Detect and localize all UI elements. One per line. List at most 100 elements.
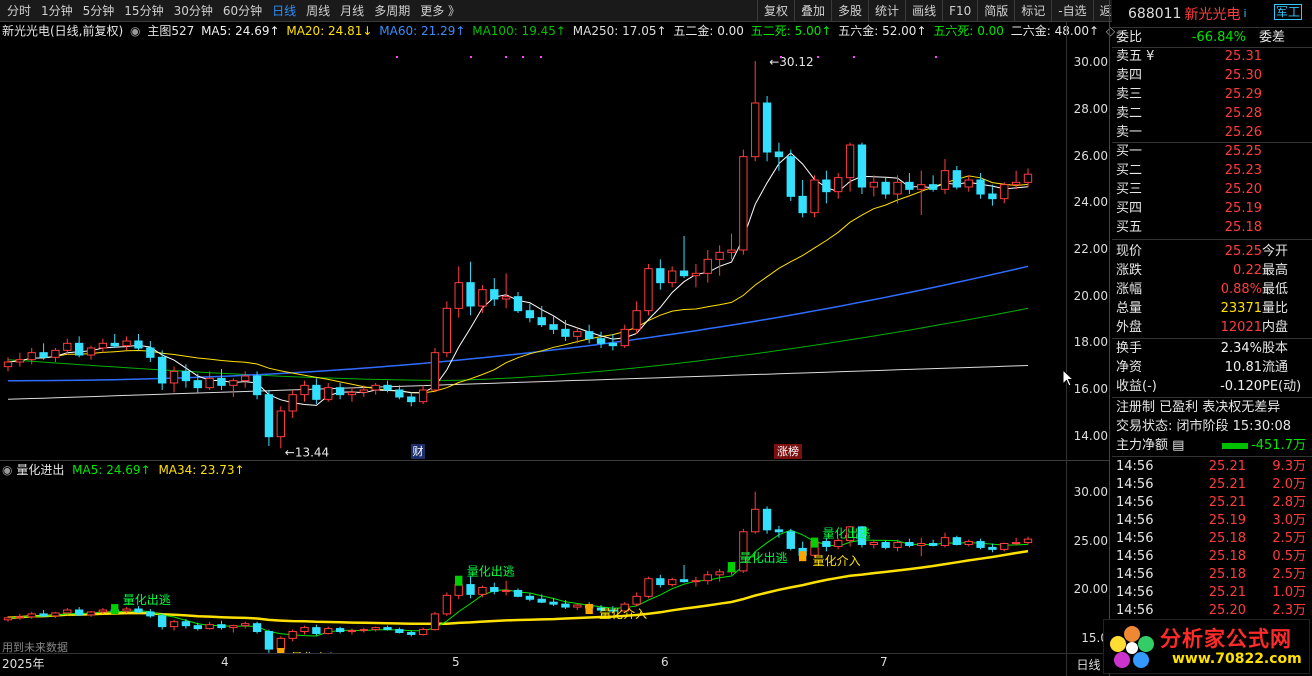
tick-price: 25.18 bbox=[1208, 531, 1246, 546]
sector-tag[interactable]: 军工 bbox=[1274, 4, 1303, 20]
candle-body bbox=[478, 289, 487, 307]
candle-body bbox=[668, 270, 677, 284]
tool-button[interactable]: 多股 bbox=[831, 0, 868, 22]
tick-time: 14:56 bbox=[1116, 567, 1154, 582]
limit-up-marker[interactable]: 涨榜 bbox=[774, 444, 802, 459]
sub-candle-body bbox=[490, 587, 499, 592]
candle-body bbox=[347, 391, 357, 396]
candle-body bbox=[27, 352, 36, 361]
period-tabs: 分时 1分钟 5分钟 15分钟 30分钟 60分钟 日线 周线 月线 多周期 更多 》 bbox=[2, 0, 465, 22]
candle-body bbox=[241, 375, 250, 382]
candle-body bbox=[561, 328, 570, 337]
tool-button[interactable]: 简版 bbox=[977, 0, 1014, 22]
tool-button[interactable]: -自选 bbox=[1051, 0, 1092, 22]
tick-price: 25.21 bbox=[1208, 477, 1246, 492]
period-switch-tab[interactable]: 日线 bbox=[1066, 654, 1110, 676]
tool-button[interactable]: 复权 bbox=[757, 0, 794, 22]
sub-candle-body bbox=[644, 578, 653, 597]
sub-candle-body bbox=[418, 629, 428, 635]
sub-candle-body bbox=[834, 540, 843, 547]
period-tab[interactable]: 60分钟 bbox=[222, 4, 263, 18]
sub-candle-body bbox=[395, 629, 404, 633]
period-tab[interactable]: 分时 bbox=[7, 4, 32, 18]
entry-signal-bar bbox=[277, 648, 285, 654]
candle-body bbox=[596, 338, 606, 344]
period-tab[interactable]: 日线 bbox=[272, 4, 297, 18]
bid-row: 买五 25.18 bbox=[1116, 218, 1310, 237]
tick-row: 14:56 25.18 2.5万 bbox=[1116, 565, 1310, 584]
tick-volume: 2.5万 bbox=[1272, 567, 1306, 582]
indicator-icon[interactable]: ◉ bbox=[130, 24, 141, 38]
candle-body bbox=[442, 307, 452, 354]
candlestick-chart[interactable]: ←30.12 ←13.44 bbox=[0, 40, 1066, 460]
sub-candle-body bbox=[525, 595, 535, 600]
candle-body bbox=[774, 151, 784, 158]
candle-body bbox=[490, 289, 499, 300]
low-label: ←13.44 bbox=[285, 445, 329, 459]
finance-label: 换手 bbox=[1116, 341, 1143, 356]
ask-label: 卖一 bbox=[1116, 125, 1143, 140]
candle-body bbox=[74, 342, 84, 356]
flower-logo-icon bbox=[1110, 626, 1154, 668]
sub-price-tick: 15.0 bbox=[1081, 631, 1108, 646]
tick-row: 14:56 25.21 2.8万 bbox=[1116, 493, 1310, 512]
ask-label: 卖四 bbox=[1116, 68, 1143, 83]
sub-candle-body bbox=[300, 627, 309, 633]
x-axis-label: 2025年 bbox=[2, 657, 45, 671]
brand-url: www.70822.com bbox=[1172, 651, 1302, 667]
candle-body bbox=[584, 331, 594, 340]
quant-subchart[interactable]: 量化出逃量化出逃量化出逃量化出逃量化介入量化介入量化介入 bbox=[0, 478, 1066, 654]
tick-price: 25.18 bbox=[1208, 567, 1246, 582]
tool-button[interactable]: 统计 bbox=[868, 0, 905, 22]
period-tab[interactable]: 5分钟 bbox=[82, 4, 115, 18]
period-tab[interactable]: 周线 bbox=[306, 4, 331, 18]
time-axis bbox=[0, 653, 1110, 676]
period-tab[interactable]: 15分钟 bbox=[124, 4, 164, 18]
candle-body bbox=[549, 324, 558, 330]
sub-candle-body bbox=[739, 531, 748, 572]
sub-candle-body bbox=[668, 579, 677, 586]
axis-separator bbox=[1066, 22, 1067, 654]
chart-title[interactable]: 新光光电(日线,前复权) bbox=[2, 24, 124, 38]
sub-indicator-icon[interactable]: ◉ bbox=[2, 463, 13, 477]
price-tick: 14.00 bbox=[1073, 428, 1108, 443]
sub-candle-body bbox=[940, 537, 950, 546]
quote-row: 外盘 12021 内盘 bbox=[1116, 318, 1310, 337]
sub-candle-body bbox=[561, 603, 570, 608]
ask-price: 25.31 bbox=[1224, 49, 1262, 64]
tool-button[interactable]: 画线 bbox=[905, 0, 942, 22]
net-flow-label[interactable]: 主力净额 ▤ bbox=[1116, 438, 1185, 453]
candle-body bbox=[276, 410, 285, 438]
quote-label: 总量 bbox=[1116, 301, 1143, 316]
sub-candle-body bbox=[276, 637, 285, 650]
indicator-name[interactable]: 主图527 bbox=[147, 24, 195, 38]
period-tab[interactable]: 更多 》 bbox=[420, 4, 461, 18]
candle-body bbox=[573, 331, 582, 337]
tick-time: 14:56 bbox=[1116, 585, 1154, 600]
sub-indicator-title[interactable]: 量化进出 bbox=[16, 463, 65, 477]
x-axis-label: 5 bbox=[452, 655, 460, 669]
candle-body bbox=[466, 282, 475, 307]
finance-marker[interactable]: 财 bbox=[411, 444, 425, 459]
candle-body bbox=[751, 102, 760, 158]
sub-price-tick: 25.00 bbox=[1073, 533, 1108, 548]
period-tab[interactable]: 多周期 bbox=[374, 4, 411, 18]
period-tab[interactable]: 1分钟 bbox=[41, 4, 73, 18]
price-tick: 22.00 bbox=[1073, 242, 1108, 256]
tool-button[interactable]: 叠加 bbox=[794, 0, 831, 22]
price-tick: 20.00 bbox=[1073, 288, 1108, 303]
candle-body bbox=[158, 356, 167, 384]
info-icon[interactable]: i bbox=[1243, 7, 1247, 20]
exit-signal-bar bbox=[810, 537, 819, 548]
period-tab[interactable]: 30分钟 bbox=[173, 4, 213, 18]
tool-button[interactable]: F10 bbox=[942, 0, 977, 22]
cross-4: 五六死: 0.00 bbox=[933, 24, 1004, 38]
period-tab[interactable]: 月线 bbox=[340, 4, 365, 18]
tool-button[interactable]: 标记 bbox=[1014, 0, 1051, 22]
ma100-value: MA100: 19.45↑ bbox=[472, 24, 566, 38]
sub-candle-body bbox=[537, 598, 546, 603]
cross-5: 二六金: 48.00↑ bbox=[1010, 24, 1100, 38]
stock-name[interactable]: 新光光电 bbox=[1184, 6, 1241, 23]
signal-dot bbox=[780, 56, 782, 58]
sub-candle-body bbox=[679, 579, 689, 583]
